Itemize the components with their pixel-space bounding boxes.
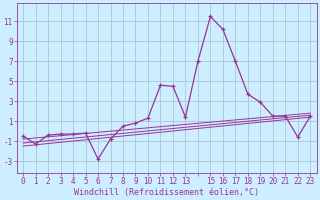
X-axis label: Windchill (Refroidissement éolien,°C): Windchill (Refroidissement éolien,°C) <box>74 188 259 197</box>
